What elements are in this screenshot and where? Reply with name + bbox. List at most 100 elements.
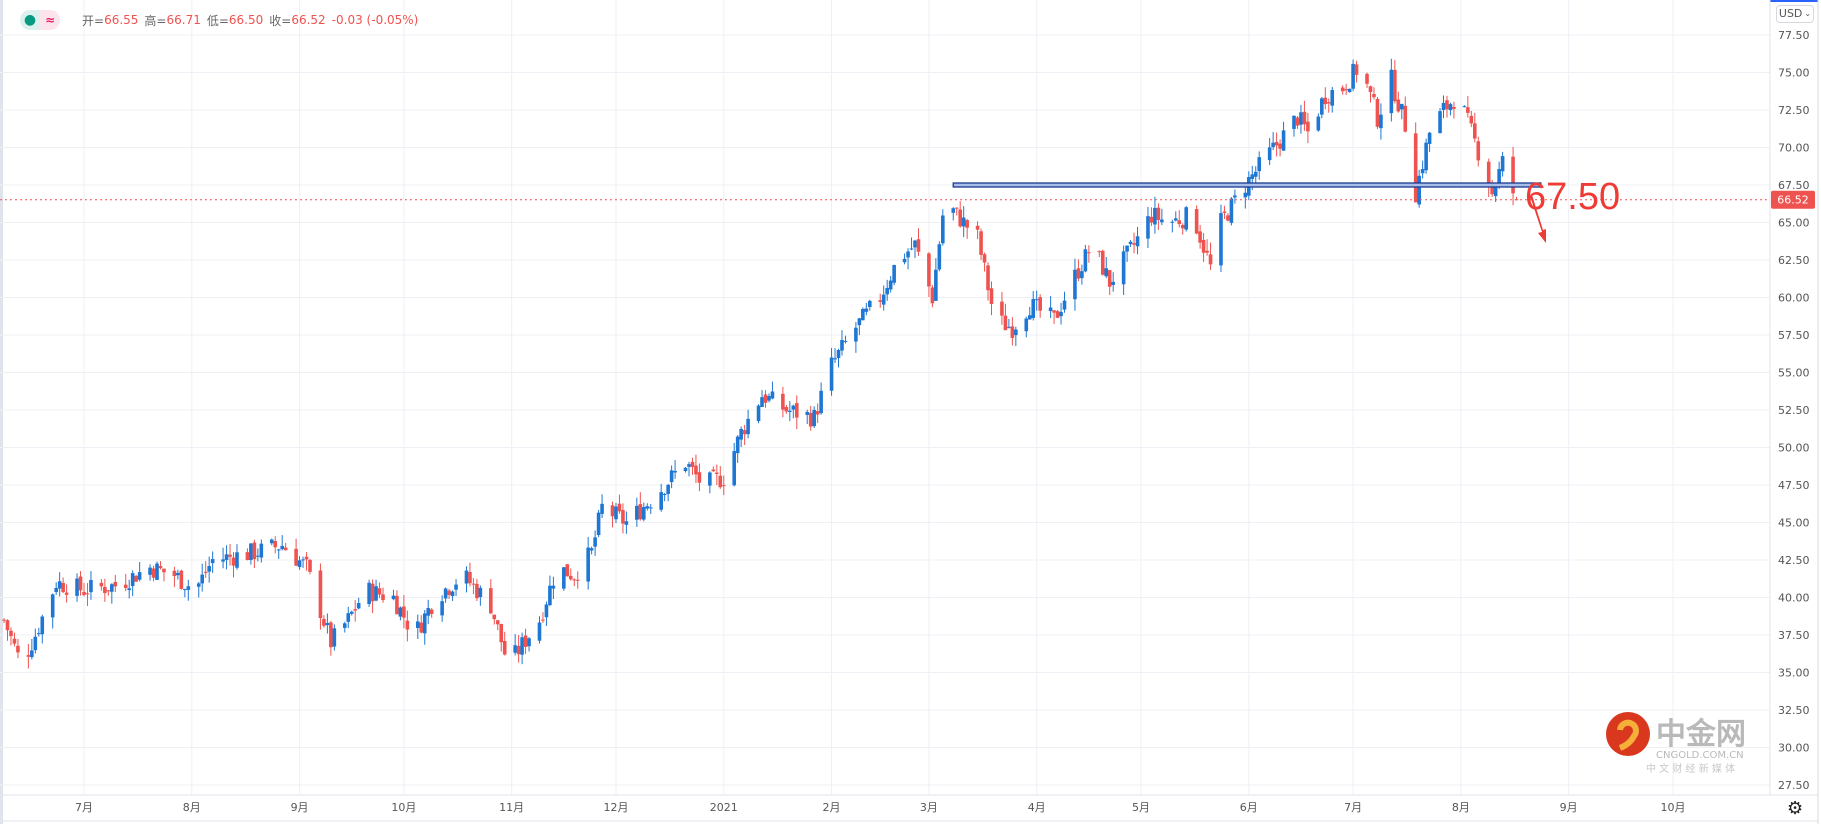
candle-body [1048, 307, 1053, 312]
candle-body [342, 623, 347, 628]
candle-body [1031, 299, 1036, 318]
candle-body [155, 563, 159, 580]
candle-body [450, 591, 455, 597]
candle-body [1111, 281, 1115, 285]
candle-body [329, 622, 333, 648]
candle-body [78, 576, 83, 591]
candle-body [1121, 251, 1126, 285]
time-tick-label: 11月 [499, 801, 524, 814]
candle-body [669, 470, 674, 483]
candle-body [718, 475, 723, 488]
resistance-label: 67.50 [1525, 176, 1620, 218]
candle-body [322, 618, 326, 626]
ohlc-legend: ● ≈ 开= 66.55 高= 66.71 低= 66.50 收= 66.52 -0.0… [20, 10, 418, 30]
candle-body [1340, 87, 1345, 92]
candle-body [527, 638, 531, 647]
candle-body [158, 566, 163, 569]
series-toggle[interactable]: ● ≈ [20, 10, 60, 30]
candle-body [1222, 211, 1227, 213]
candle-body [1194, 209, 1199, 234]
candle-body [26, 655, 31, 657]
low-label: 低= [206, 13, 229, 28]
close-value: 66.52 [291, 13, 326, 27]
candle-body [791, 405, 796, 410]
candle-body [819, 390, 823, 414]
time-axis[interactable]: 7月 8月 9月 10月 11月 12月 2021 2月 3月 4月 5月 6月 7月 8月 9月 10月 [75, 801, 1685, 814]
dot-icon[interactable]: ● [20, 10, 40, 30]
candle-body [1417, 175, 1421, 205]
price-tick-label: 57.50 [1778, 329, 1810, 342]
candle-body [763, 394, 768, 403]
candle-body [1173, 218, 1178, 221]
gear-icon[interactable]: ⚙ [1787, 798, 1804, 819]
candle-body [353, 609, 358, 611]
candle-body [861, 308, 865, 321]
price-tick-label: 40.00 [1778, 592, 1810, 605]
approx-icon[interactable]: ≈ [40, 10, 60, 30]
candle-body [1250, 174, 1255, 179]
candle-body [666, 484, 670, 494]
candle-body [913, 240, 917, 248]
candle-body [57, 581, 62, 589]
candle-body [544, 604, 549, 618]
time-tick-label: 2021 [710, 801, 738, 814]
candle-body [1486, 161, 1491, 187]
candle-body [245, 552, 250, 561]
candle-body [965, 220, 969, 228]
candle-body [297, 560, 302, 568]
candle-body [176, 572, 180, 576]
candle-body [1014, 329, 1018, 336]
candle-body [134, 575, 138, 582]
high-value: 66.71 [166, 13, 201, 27]
candle-body [502, 640, 507, 655]
candle-body [694, 465, 698, 475]
time-tick-label: 7月 [1344, 801, 1362, 814]
currency-dropdown[interactable]: USD ⌄ [1776, 5, 1814, 23]
candle-body [308, 559, 312, 572]
candle-body [1427, 132, 1432, 144]
candle-body [986, 265, 990, 291]
candle-body [878, 300, 883, 302]
candle-body [568, 575, 573, 580]
candle-body [885, 287, 889, 295]
candle-body [224, 554, 229, 561]
high-label: 高= [144, 13, 167, 28]
candle-body [137, 572, 142, 580]
candle-body [982, 254, 987, 263]
candle-body [934, 269, 938, 301]
candle-body [1368, 86, 1373, 92]
candle-body [781, 393, 785, 410]
candle-body [537, 622, 542, 641]
candle-body [259, 543, 264, 558]
candle-body [381, 594, 385, 601]
price-tick-label: 35.00 [1778, 667, 1810, 680]
top-accent [1770, 0, 1818, 2]
candle-body [367, 582, 371, 604]
candle-body [589, 548, 594, 551]
resistance-line[interactable] [952, 182, 1542, 188]
candle-body [868, 300, 872, 307]
candle-body [186, 586, 191, 590]
candle-body [75, 578, 79, 596]
time-tick-label: 9月 [1560, 801, 1578, 814]
candle-body [183, 589, 187, 591]
candle-body [377, 588, 382, 595]
candle-body [1177, 220, 1182, 225]
price-axis[interactable]: 77.50 75.00 72.50 70.00 67.50 65.00 62.50 60.00… [1778, 29, 1810, 792]
candle-body [1233, 195, 1237, 198]
candle-body [1100, 250, 1105, 275]
candle-body [1302, 111, 1307, 125]
candle-body [391, 595, 396, 600]
open-value: 66.55 [104, 13, 139, 27]
candle-body [415, 621, 420, 628]
candle-body [1000, 301, 1004, 316]
candle-body [617, 503, 622, 512]
annotation-layer[interactable]: 66.52 67.50 [0, 176, 1815, 243]
candle-body [1469, 115, 1474, 124]
candle-body [641, 507, 646, 520]
price-tick-label: 42.50 [1778, 554, 1810, 567]
candle-body [1330, 90, 1335, 106]
candle-body [269, 539, 274, 544]
candle-body [937, 244, 942, 270]
